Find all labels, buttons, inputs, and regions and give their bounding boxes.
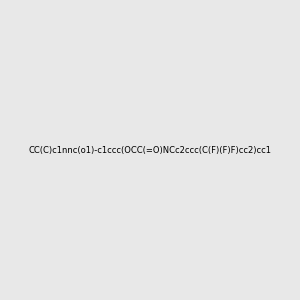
Text: CC(C)c1nnc(o1)-c1ccc(OCC(=O)NCc2ccc(C(F)(F)F)cc2)cc1: CC(C)c1nnc(o1)-c1ccc(OCC(=O)NCc2ccc(C(F)… [28, 146, 272, 154]
